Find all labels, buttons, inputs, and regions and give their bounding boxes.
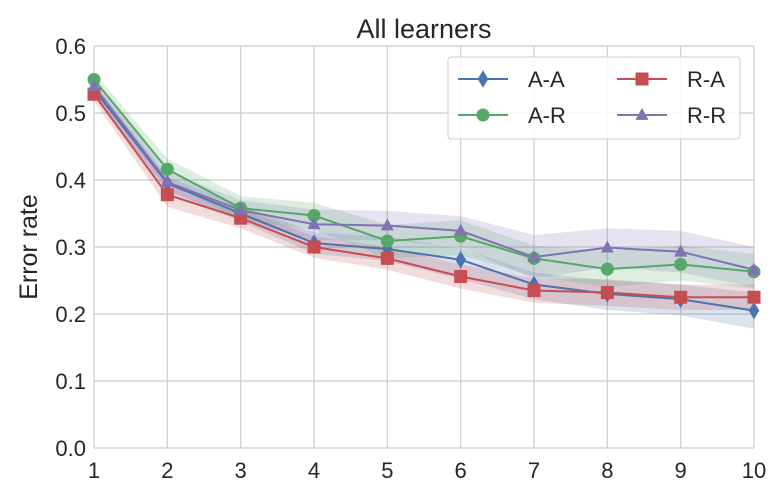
legend-box xyxy=(447,56,741,140)
data-point-R-R xyxy=(160,174,174,187)
series-markers xyxy=(87,73,761,320)
data-point-R-A xyxy=(454,269,468,283)
x-tick-label: 10 xyxy=(742,458,766,483)
series-line-R-R xyxy=(93,85,755,271)
x-tick-label: 6 xyxy=(455,458,467,483)
data-point-R-R xyxy=(454,223,468,236)
y-axis-label: Error rate xyxy=(15,194,43,300)
data-point-A-R xyxy=(307,209,321,223)
x-tick-label: 4 xyxy=(308,458,320,483)
legend-marker-A-R xyxy=(476,108,490,122)
x-tick-label: 2 xyxy=(161,458,173,483)
data-point-R-A xyxy=(600,286,614,300)
y-tick-label: 0.2 xyxy=(55,302,86,327)
data-point-R-R xyxy=(527,249,541,262)
legend-label-R-A: R-A xyxy=(687,67,725,92)
y-tick-label: 0.6 xyxy=(55,34,86,59)
band-A-A xyxy=(94,82,754,329)
x-tick-label: 9 xyxy=(675,458,687,483)
chart-title: All learners xyxy=(356,14,491,44)
data-point-R-A xyxy=(307,240,321,254)
series-line-A-R xyxy=(93,78,755,273)
data-point-R-R xyxy=(674,244,688,257)
data-point-R-A xyxy=(674,290,688,304)
x-tick-label: 7 xyxy=(528,458,540,483)
data-point-R-A xyxy=(160,188,174,202)
band-R-R xyxy=(94,79,754,288)
y-tick-label: 0.0 xyxy=(55,436,86,461)
legend-marker-A-A xyxy=(477,70,489,88)
band-R-A xyxy=(94,87,754,310)
data-point-R-R xyxy=(747,262,761,275)
series-lines xyxy=(93,78,755,312)
legend-label-A-A: A-A xyxy=(528,67,565,92)
y-tick-label: 0.4 xyxy=(55,168,86,193)
data-point-R-A xyxy=(527,284,541,298)
series-line-A-A xyxy=(93,88,755,312)
data-point-R-R xyxy=(87,79,101,92)
y-tick-label: 0.1 xyxy=(55,369,86,394)
data-point-R-A xyxy=(747,290,761,304)
y-axis-ticks: 0.0 0.1 0.2 0.3 0.4 0.5 0.6 xyxy=(55,34,86,461)
data-point-A-R xyxy=(600,262,614,276)
series-line-R-A xyxy=(93,93,754,299)
band-A-R xyxy=(94,72,754,289)
data-point-R-R xyxy=(380,218,394,231)
data-point-R-R xyxy=(234,203,248,216)
confidence-bands xyxy=(94,72,754,329)
data-point-A-R xyxy=(160,162,174,176)
x-tick-label: 5 xyxy=(381,458,393,483)
data-point-R-R xyxy=(307,217,321,230)
y-tick-label: 0.5 xyxy=(55,101,86,126)
legend-marker-R-R xyxy=(635,107,649,120)
legend-label-A-R: A-R xyxy=(528,103,566,128)
legend-marker-R-A xyxy=(635,72,649,86)
x-tick-label: 3 xyxy=(235,458,247,483)
data-point-A-A xyxy=(748,301,760,320)
data-point-A-R xyxy=(674,257,688,271)
data-point-R-A xyxy=(380,251,394,265)
x-tick-label: 8 xyxy=(601,458,613,483)
legend-label-R-R: R-R xyxy=(687,103,726,128)
y-tick-label: 0.3 xyxy=(55,235,86,260)
x-axis-ticks: 1 2 3 4 5 6 7 8 9 10 xyxy=(88,458,766,483)
data-point-A-R xyxy=(380,234,394,248)
x-tick-label: 1 xyxy=(88,458,100,483)
data-point-R-R xyxy=(600,240,614,253)
data-point-A-A xyxy=(455,250,466,269)
legend: A-A R-A A-R R-R xyxy=(447,56,741,140)
